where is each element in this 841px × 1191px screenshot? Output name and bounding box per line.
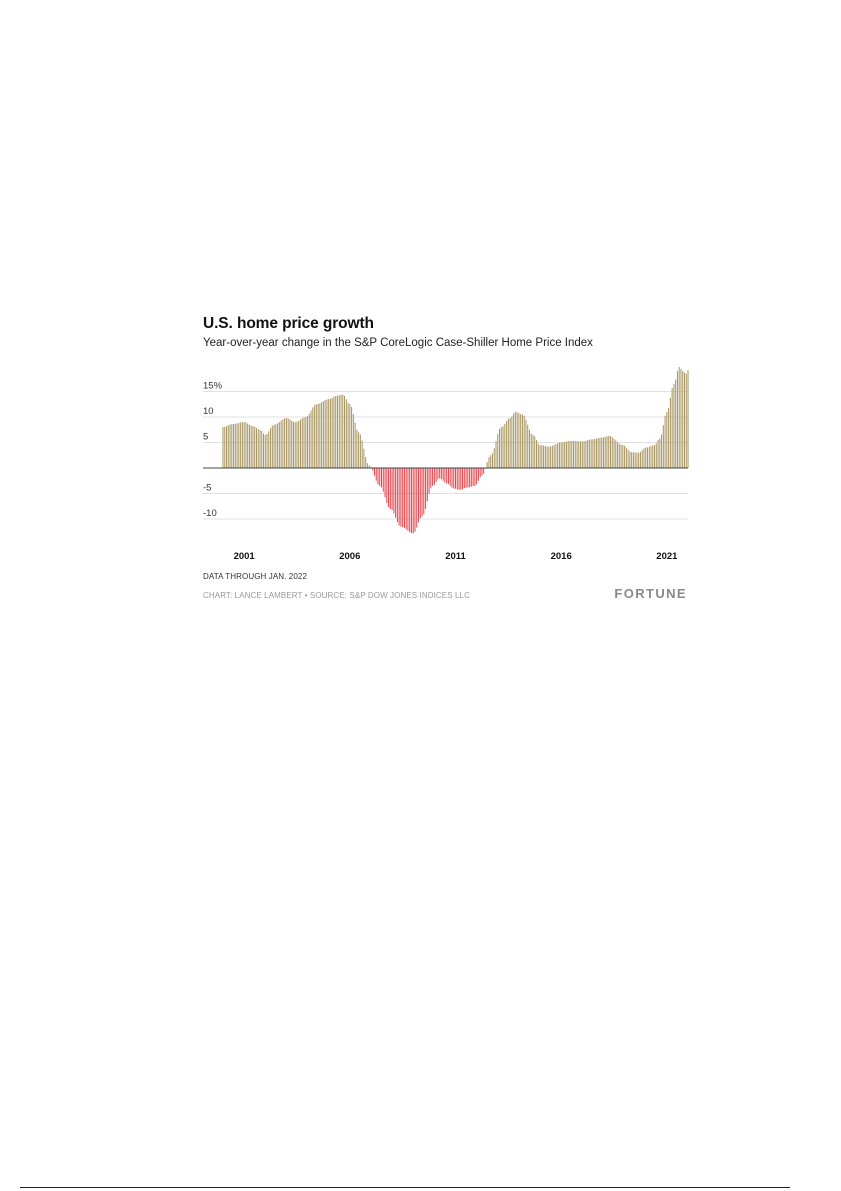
- page-bottom-rule: [20, 1187, 790, 1188]
- y-tick-label: 10: [203, 406, 214, 417]
- chart-card: 15% 10 5 -5 -10 2001 2006 2011 2016 2021 U.S. hom…: [200, 312, 692, 607]
- chart-title: U.S. home price growth: [203, 315, 374, 332]
- x-tick-label: 2021: [656, 551, 678, 562]
- y-tick-label: -5: [203, 483, 211, 494]
- fortune-logo: FORTUNE: [614, 586, 687, 601]
- y-tick-label: 15%: [203, 381, 223, 392]
- x-tick-label: 2006: [339, 551, 360, 562]
- data-note: DATA THROUGH JAN. 2022: [203, 572, 308, 581]
- chart-subtitle: Year-over-year change in the S&P CoreLog…: [203, 337, 593, 349]
- chart-credit: CHART: LANCE LAMBERT • SOURCE: S&P DOW J…: [203, 591, 470, 600]
- x-tick-label: 2001: [234, 551, 256, 562]
- x-tick-label: 2016: [551, 551, 572, 562]
- chart-plot: 15% 10 5 -5 -10 2001 2006 2011 2016 2021: [203, 367, 689, 562]
- x-tick-label: 2011: [445, 551, 466, 562]
- y-tick-label: -10: [203, 508, 217, 519]
- y-tick-label: 5: [203, 432, 208, 443]
